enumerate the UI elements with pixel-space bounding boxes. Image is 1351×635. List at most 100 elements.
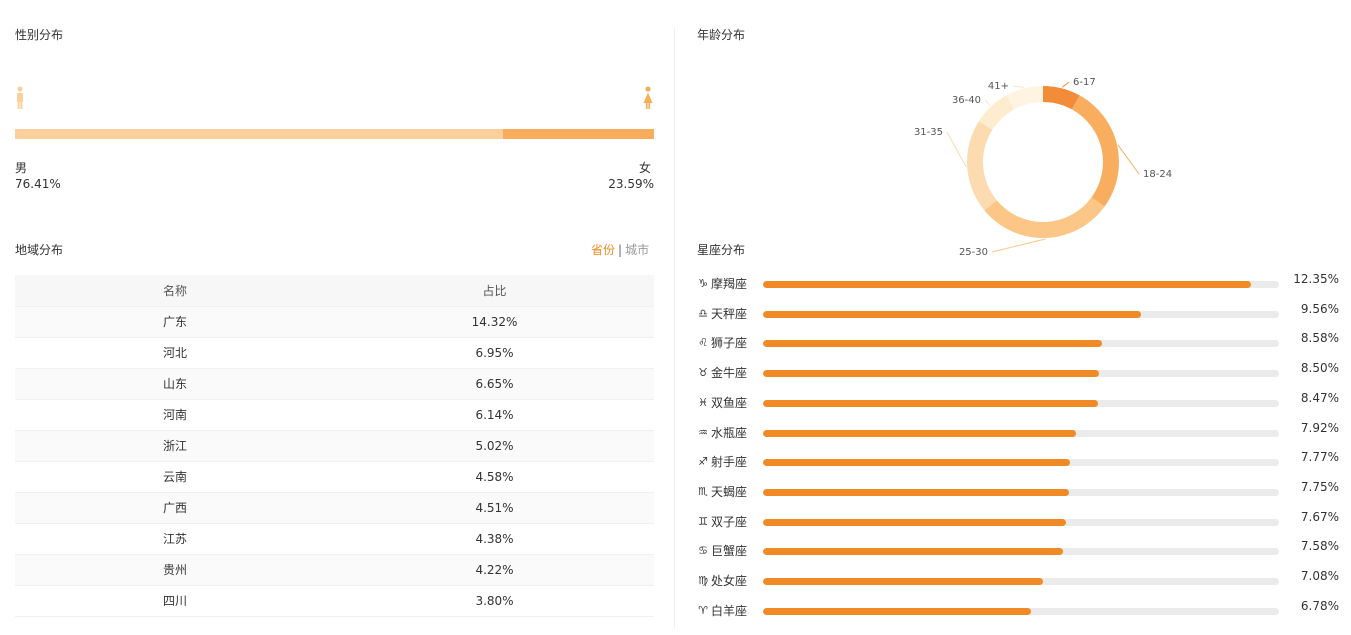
zodiac-percent: 9.56% — [1300, 301, 1339, 316]
region-name-cell: 河北 — [15, 337, 335, 369]
region-ratio-cell: 6.95% — [335, 337, 654, 369]
age-leader-line — [946, 131, 967, 168]
zodiac-bar-fill — [763, 488, 1070, 496]
zodiac-name: 摩羯座 — [711, 277, 748, 291]
zodiac-row: ♌ 狮子座 8.58% — [697, 331, 1342, 355]
age-slice-label: 36-40 — [952, 95, 981, 106]
region-name-cell: 云南 — [15, 461, 335, 493]
gender-title: 性别分布 — [15, 28, 64, 42]
zodiac-bar-fill — [763, 607, 1032, 615]
region-name-cell: 广东 — [15, 306, 335, 338]
age-slice-6-17[interactable] — [1043, 86, 1080, 110]
zodiac-name: 金牛座 — [711, 366, 748, 381]
zodiac-row: ♑ 摩羯座 12.35% — [697, 272, 1342, 296]
table-row: 河南 6.14% — [15, 399, 654, 431]
zodiac-percent: 12.35% — [1293, 272, 1339, 286]
table-row: 河北 6.95% — [15, 337, 654, 369]
table-row: 广东 14.32% — [15, 306, 654, 338]
zodiac-bar-track — [763, 340, 1279, 348]
zodiac-bar-track — [763, 429, 1279, 437]
female-label: 女 — [638, 161, 651, 175]
zodiac-bar-fill — [763, 370, 1100, 378]
age-leader-line — [1012, 85, 1024, 88]
table-row: 贵州 4.22% — [15, 554, 654, 586]
zodiac-percent: 8.58% — [1300, 331, 1339, 346]
gender-ratio-bar — [15, 129, 654, 139]
region-name-cell: 贵州 — [15, 554, 335, 586]
age-slice-label: 31-35 — [914, 127, 943, 138]
zodiac-percent: 6.78% — [1300, 598, 1339, 613]
table-row: 云南 4.58% — [15, 461, 654, 493]
region-name-cell: 河南 — [15, 399, 335, 431]
zodiac-row: ♒ 水瓶座 7.92% — [697, 421, 1342, 445]
zodiac-name: 天秤座 — [711, 306, 748, 321]
region-ratio-cell: 4.22% — [335, 554, 654, 586]
zodiac-name: 处女座 — [711, 574, 748, 588]
zodiac-row: ♉ 金牛座 8.50% — [697, 361, 1342, 385]
gemini-icon: ♊ — [698, 514, 708, 528]
zodiac-bar-track — [763, 548, 1279, 556]
table-row: 江苏 4.38% — [15, 523, 654, 555]
age-slice-label: 41+ — [988, 81, 1009, 92]
age-leader-line — [991, 238, 1046, 253]
age-slice-36-40[interactable] — [978, 95, 1015, 130]
zodiac-row: ♋ 巨蟹座 7.58% — [697, 539, 1342, 563]
aquarius-icon: ♒ — [698, 425, 708, 439]
age-slice-31-35[interactable] — [967, 121, 997, 211]
age-slice-label: 6-17 — [1073, 77, 1096, 88]
female-person-icon — [643, 86, 653, 109]
taurus-icon: ♉ — [698, 366, 708, 380]
zodiac-percent: 7.58% — [1300, 539, 1339, 554]
age-slice-41+[interactable] — [1006, 86, 1043, 110]
column-divider — [674, 28, 675, 628]
zodiac-row: ♍ 处女座 7.08% — [697, 569, 1342, 593]
region-ratio-cell: 6.14% — [335, 399, 654, 431]
zodiac-percent: 7.92% — [1300, 420, 1339, 435]
region-ratio-cell: 4.51% — [335, 492, 654, 524]
zodiac-bar-track — [763, 518, 1279, 526]
tab-province[interactable]: 省份 — [591, 243, 616, 257]
zodiac-name: 巨蟹座 — [711, 544, 748, 559]
zodiac-bar-track — [763, 370, 1279, 378]
gender-bar-female-segment — [503, 129, 654, 139]
tab-city[interactable]: 城市 — [625, 243, 650, 257]
zodiac-bar-fill — [763, 399, 1098, 407]
region-ratio-cell: 6.65% — [335, 368, 654, 400]
zodiac-row: ♓ 双鱼座 8.47% — [697, 391, 1342, 415]
region-name-cell: 江苏 — [15, 523, 335, 555]
capricorn-icon: ♑ — [698, 277, 708, 290]
age-slice-18-24[interactable] — [1071, 95, 1119, 207]
pisces-icon: ♓ — [698, 395, 708, 409]
zodiac-bar-track — [763, 310, 1279, 318]
table-header-row: 名称 占比 — [15, 275, 654, 307]
region-tabs: 省份 | 城市 — [591, 241, 649, 258]
zodiac-name: 天蝎座 — [711, 484, 748, 499]
zodiac-bar-fill — [763, 459, 1071, 467]
table-row: 山东 6.65% — [15, 368, 654, 400]
male-person-icon — [17, 86, 23, 109]
zodiac-bar-fill — [763, 281, 1252, 288]
zodiac-bar-fill — [763, 340, 1103, 348]
region-name-cell: 广西 — [15, 492, 335, 524]
zodiac-name: 双子座 — [711, 514, 748, 529]
zodiac-percent: 8.47% — [1300, 390, 1339, 405]
region-name-cell: 浙江 — [15, 430, 335, 462]
age-leader-line — [1117, 144, 1140, 175]
zodiac-row: ♏ 天蝎座 7.75% — [697, 480, 1342, 504]
virgo-icon: ♍ — [698, 574, 708, 587]
libra-icon: ♎ — [698, 306, 708, 320]
region-name-cell: 山东 — [15, 368, 335, 400]
zodiac-bar-track — [763, 459, 1279, 467]
table-row: 浙江 5.02% — [15, 430, 654, 462]
region-name-cell: 四川 — [15, 585, 335, 617]
cancer-icon: ♋ — [698, 544, 708, 558]
region-ratio-cell: 14.32% — [335, 306, 654, 338]
gender-section: 性别分布 男 76.41% 女 23.59% — [15, 26, 655, 206]
aries-icon: ♈ — [698, 603, 708, 617]
gender-bar-male-segment — [15, 129, 504, 139]
age-slice-25-30[interactable] — [984, 197, 1105, 238]
age-leader-line — [1061, 81, 1070, 88]
region-title: 地域分布 — [15, 243, 64, 257]
tab-separator: | — [618, 243, 623, 257]
zodiac-bar-track — [763, 399, 1279, 407]
